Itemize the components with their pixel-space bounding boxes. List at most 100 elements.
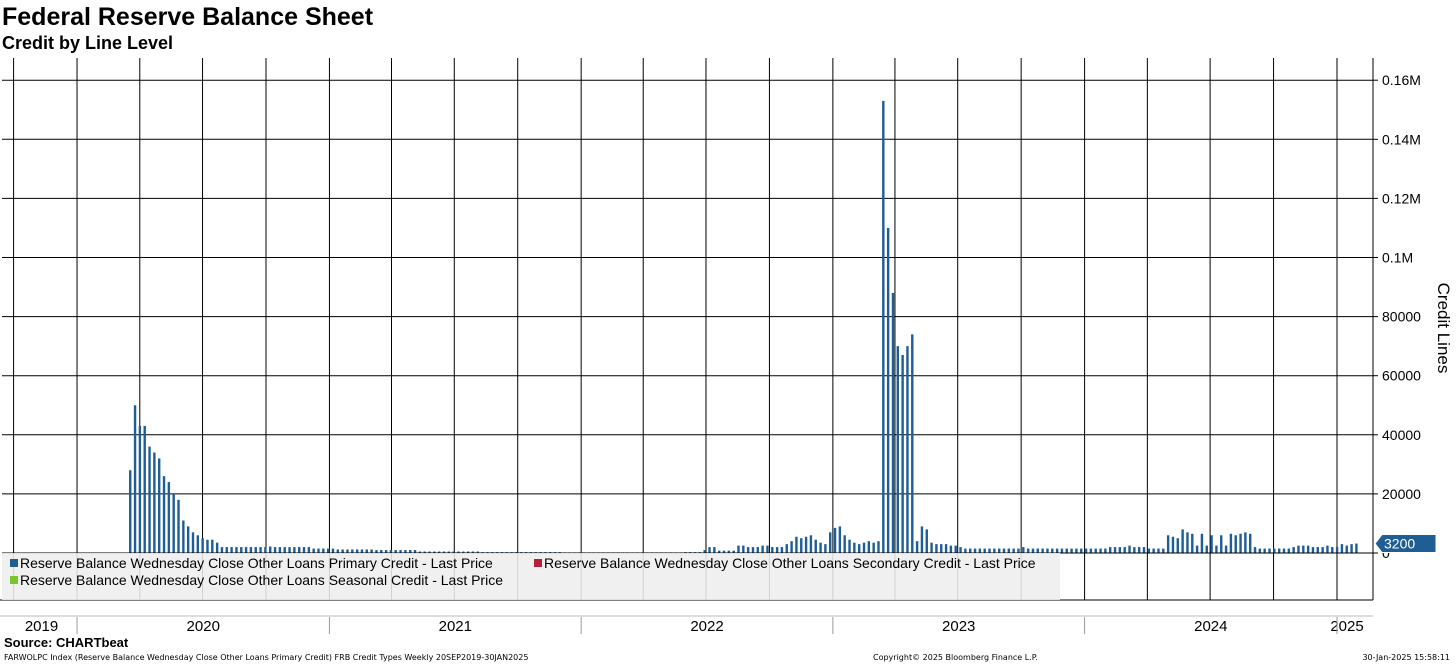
legend-swatch: [10, 576, 18, 584]
data-bar: [293, 547, 296, 553]
data-bar: [322, 548, 325, 553]
data-bar: [235, 547, 238, 553]
data-bar: [1234, 535, 1237, 553]
x-tick-label: 2019: [25, 618, 58, 635]
data-bar: [158, 458, 161, 553]
data-bar: [969, 548, 972, 553]
data-bar: [437, 551, 441, 553]
data-bar: [867, 541, 871, 553]
data-bar: [775, 547, 779, 553]
data-bar: [872, 542, 875, 553]
data-bar: [940, 544, 943, 553]
data-bar: [428, 551, 431, 553]
chart-subtitle: Credit by Line Level: [2, 33, 174, 53]
data-bar: [732, 550, 735, 553]
data-bar: [380, 550, 383, 553]
data-bar: [433, 551, 436, 553]
last-value-label: 3200: [1384, 536, 1415, 552]
legend-entry: Reserve Balance Wednesday Close Other Lo…: [20, 555, 493, 571]
data-bar: [1075, 548, 1078, 553]
data-bar: [1195, 545, 1199, 553]
data-bar: [346, 549, 349, 553]
data-bar: [1046, 548, 1049, 553]
data-bar: [930, 542, 933, 553]
data-bar: [804, 536, 808, 553]
data-bar: [365, 549, 368, 553]
data-bar: [1258, 548, 1262, 553]
data-bar: [355, 549, 359, 553]
data-bar: [935, 544, 938, 553]
data-bar: [857, 544, 861, 553]
data-bar: [1253, 547, 1257, 553]
data-bar: [833, 527, 837, 553]
data-bar: [143, 425, 146, 553]
y-tick-label: 60000: [1382, 368, 1421, 384]
data-bar: [133, 405, 137, 553]
data-bar: [1186, 532, 1189, 553]
data-bar: [1273, 548, 1276, 553]
data-bar: [302, 547, 306, 553]
data-bar: [1215, 545, 1218, 553]
data-bar: [1036, 548, 1039, 553]
data-bar: [1026, 548, 1030, 553]
data-bar: [1104, 548, 1107, 553]
data-bar: [751, 547, 755, 553]
data-bar: [1321, 547, 1324, 553]
data-bar: [1292, 547, 1295, 553]
y-tick-label: 20000: [1382, 486, 1421, 502]
data-bar: [925, 529, 928, 553]
data-bar: [264, 547, 267, 553]
data-bar: [1229, 533, 1233, 553]
data-bar: [993, 548, 996, 553]
copyright-notice: Copyright© 2025 Bloomberg Finance L.P.: [873, 653, 1038, 662]
data-bar: [399, 550, 402, 553]
data-bar: [1162, 548, 1165, 553]
data-bar: [727, 550, 731, 553]
legend-entry: Reserve Balance Wednesday Close Other Lo…: [20, 572, 503, 588]
data-bar: [915, 541, 919, 553]
data-bar: [703, 550, 706, 553]
data-bar: [997, 548, 1001, 553]
data-bar: [1147, 548, 1151, 553]
data-bar: [476, 551, 480, 553]
data-bar: [1326, 545, 1329, 553]
data-bar: [186, 526, 190, 553]
data-bar: [211, 539, 214, 553]
y-tick-label: 0.1M: [1382, 250, 1413, 266]
data-bar: [708, 547, 711, 553]
data-bar: [819, 542, 822, 553]
data-bar: [394, 550, 397, 553]
legend-swatch: [10, 559, 18, 567]
data-bar: [1205, 545, 1208, 553]
data-bar: [1113, 547, 1117, 553]
data-bar: [1065, 548, 1068, 553]
data-bar: [1200, 533, 1204, 553]
data-bar: [326, 548, 330, 553]
data-bar: [375, 550, 378, 553]
data-bar: [964, 548, 967, 553]
data-bar: [1297, 545, 1300, 553]
data-bar: [138, 425, 142, 553]
data-bar: [196, 535, 200, 553]
data-bar: [1070, 548, 1073, 553]
source-label: Source: CHARTbeat: [4, 635, 129, 650]
data-bar: [978, 548, 982, 553]
data-bar: [901, 355, 904, 553]
data-bar: [1157, 548, 1160, 553]
data-bar: [746, 547, 750, 553]
data-bar: [269, 546, 272, 553]
data-bar: [800, 538, 803, 553]
legend-swatch: [534, 559, 542, 567]
data-bar: [298, 547, 301, 553]
data-bar: [201, 538, 204, 553]
data-bar: [1089, 548, 1093, 553]
last-value-callout: [1374, 534, 1437, 554]
data-bar: [1287, 548, 1291, 553]
data-bar: [288, 547, 291, 553]
data-bar: [1316, 547, 1319, 553]
data-bar: [1340, 544, 1344, 553]
data-bar: [1109, 547, 1112, 553]
data-bar: [843, 535, 846, 553]
data-bar: [1220, 535, 1223, 553]
